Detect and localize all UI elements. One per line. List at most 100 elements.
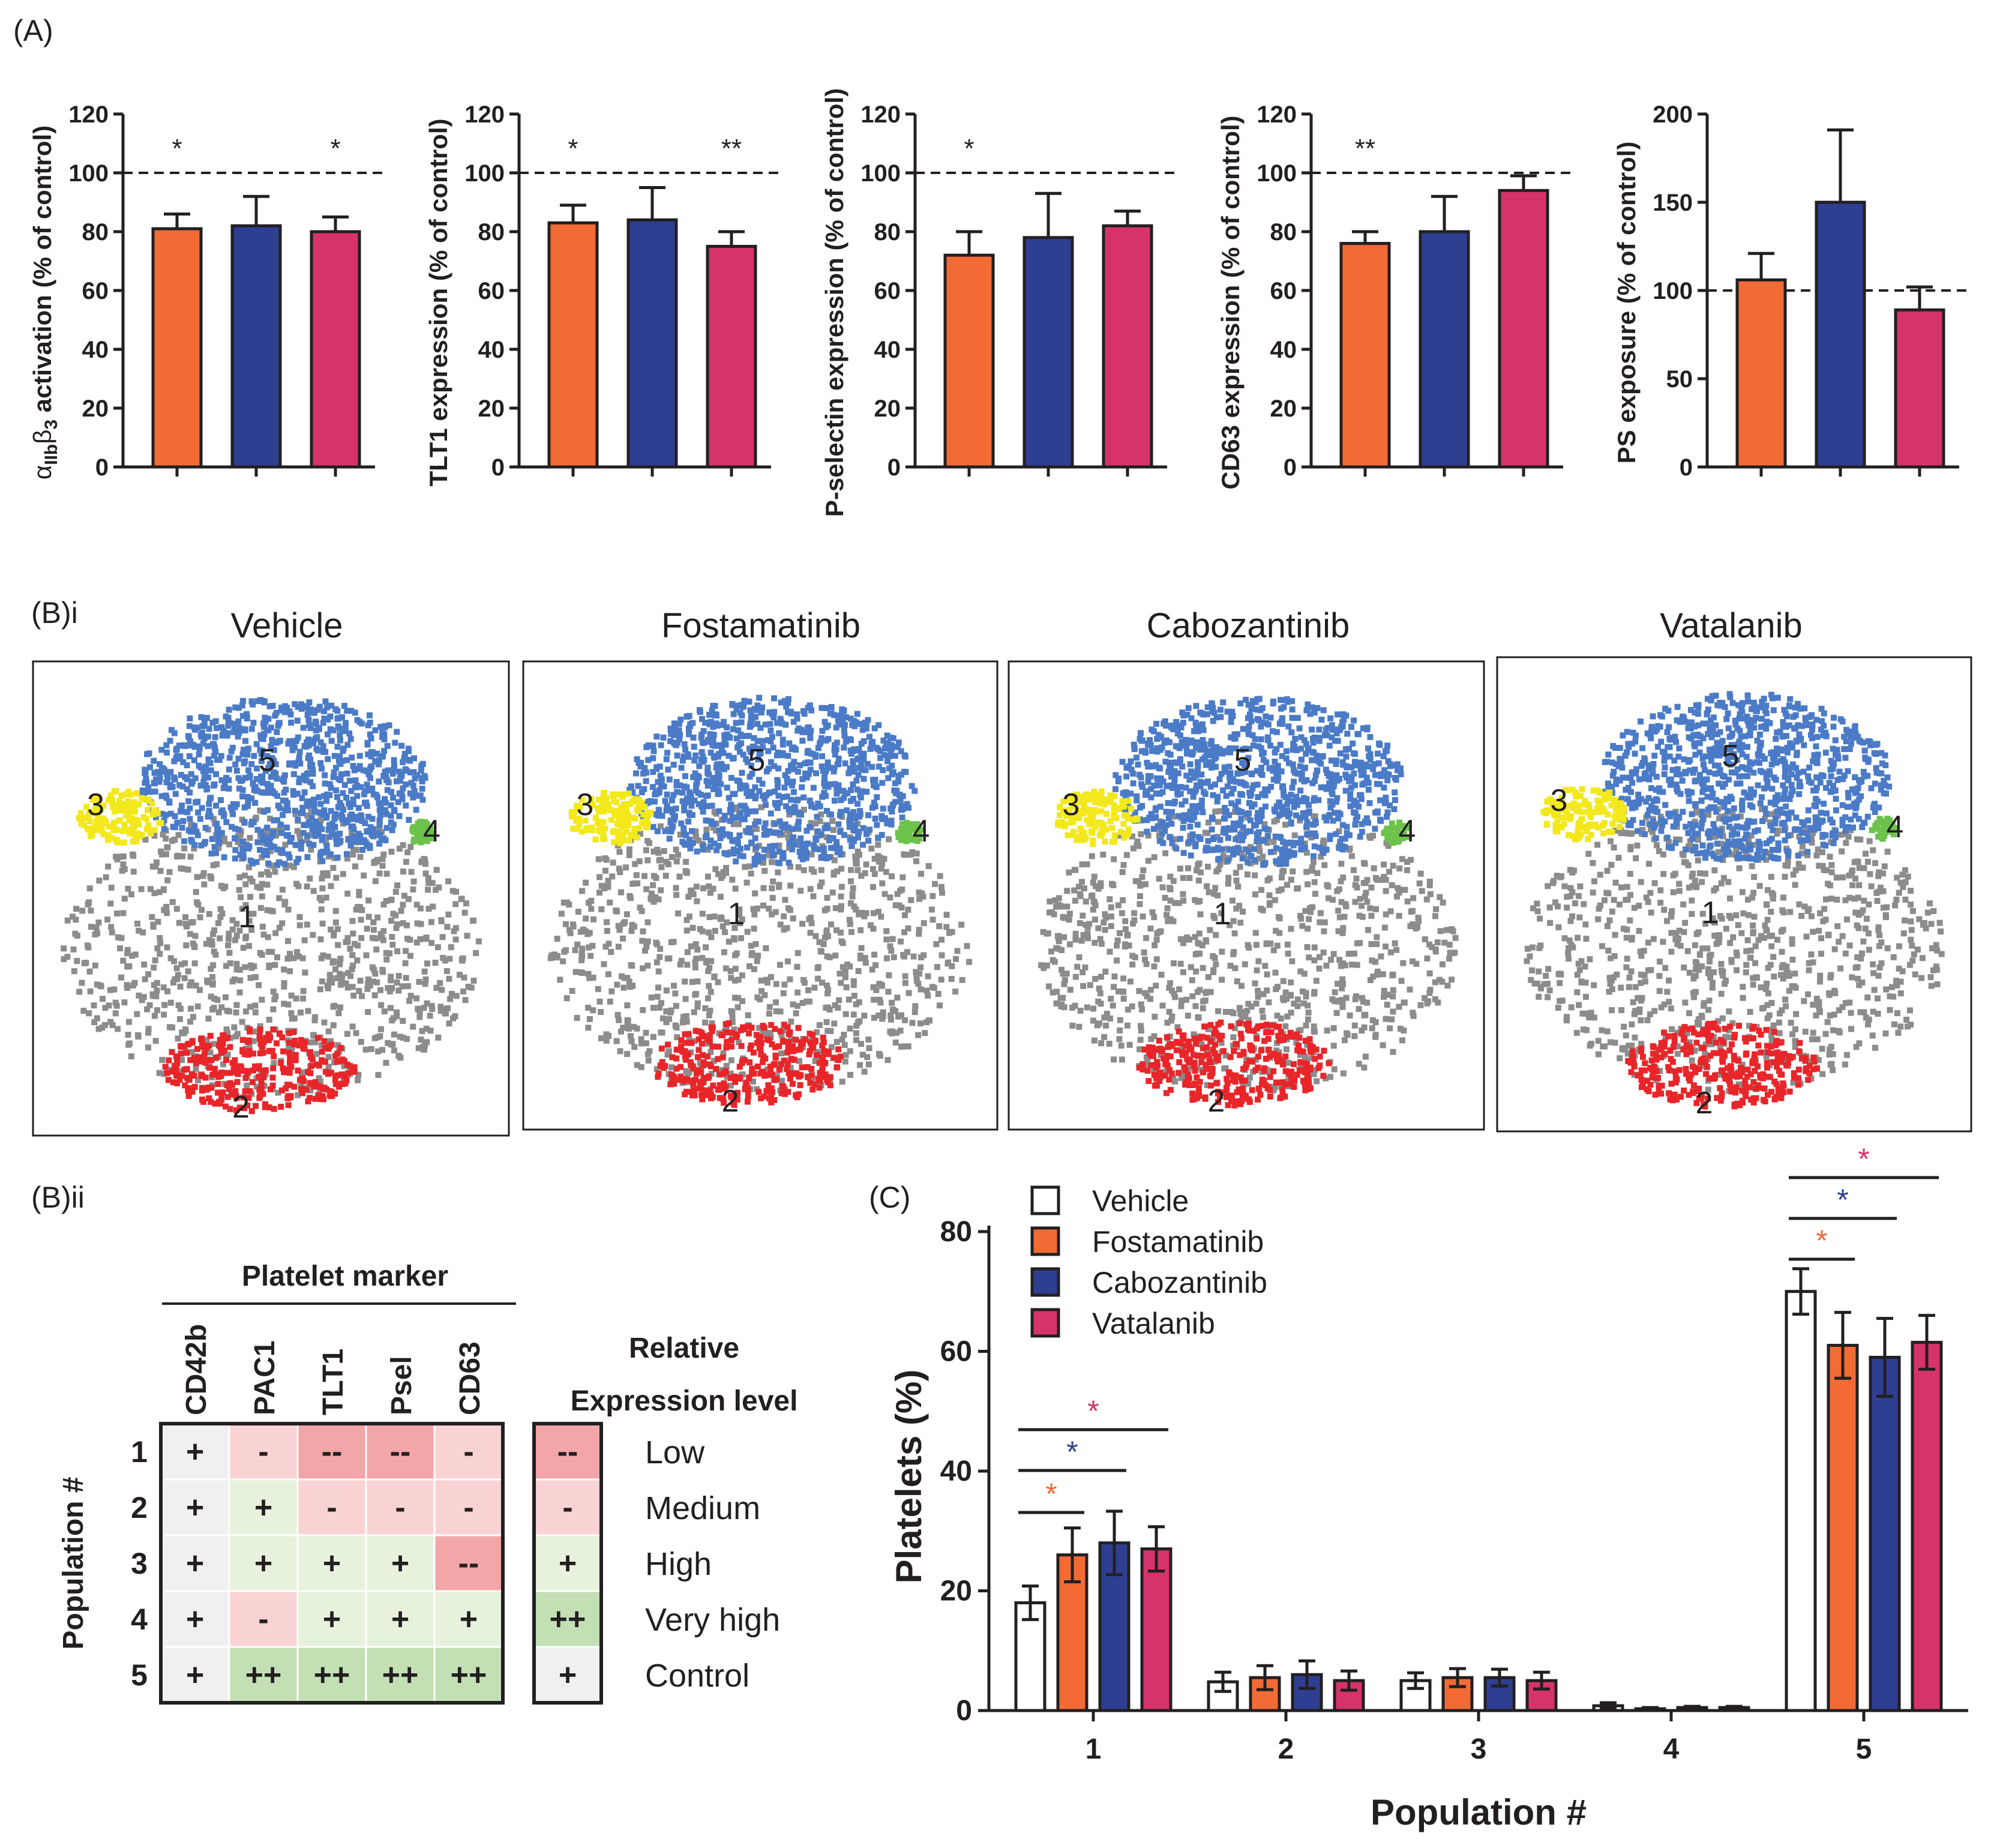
tsne-point-population-1 <box>256 982 262 989</box>
tsne-point-population-1 <box>1196 930 1203 937</box>
tsne-point-population-1 <box>646 1048 653 1055</box>
tsne-point-population-1 <box>73 906 80 912</box>
tsne-point-population-5 <box>422 775 428 781</box>
tsne-point-population-1 <box>602 944 609 950</box>
tsne-point-population-2 <box>267 1034 274 1041</box>
tsne-point-population-5 <box>156 769 163 776</box>
tsne-point-population-5 <box>176 781 183 788</box>
tsne-point-population-2 <box>795 1025 802 1031</box>
tsne-point-population-5 <box>381 748 388 754</box>
tsne-point-population-5 <box>796 725 802 732</box>
tsne-point-population-5 <box>850 836 856 843</box>
tsne-point-population-1 <box>177 1005 184 1012</box>
tsne-point-population-1 <box>810 1075 817 1082</box>
tsne-point-population-5 <box>860 775 867 782</box>
tsne-point-population-1 <box>691 1038 698 1044</box>
tsne-point-population-1 <box>1374 941 1380 947</box>
tsne-point-population-2 <box>287 1093 293 1100</box>
tsne-point-population-5 <box>187 742 194 748</box>
tsne-point-population-5 <box>728 801 734 808</box>
tsne-point-population-1 <box>738 935 745 942</box>
tsne-point-population-1 <box>699 910 706 917</box>
tsne-point-population-1 <box>287 968 293 975</box>
tsne-point-population-1 <box>155 918 161 925</box>
tsne-point-population-5 <box>850 809 857 816</box>
tsne-point-population-3 <box>618 808 625 815</box>
tsne-point-population-1 <box>187 931 193 938</box>
tsne-point-population-5 <box>698 803 705 810</box>
tsne-point-population-5 <box>332 823 338 830</box>
tsne-point-population-5 <box>756 788 763 795</box>
tsne-point-population-5 <box>374 794 381 801</box>
tsne-point-population-5 <box>770 744 776 751</box>
tsne-point-population-1 <box>357 978 364 984</box>
tsne-point-population-2 <box>695 1067 701 1074</box>
tsne-point-population-1 <box>325 953 331 960</box>
tsne-point-population-5 <box>884 820 890 826</box>
tsne-point-population-1 <box>1244 1008 1251 1014</box>
tsne-point-population-2 <box>673 1065 680 1072</box>
tsne-point-population-1 <box>208 993 214 1000</box>
tsne-point-population-1 <box>334 926 341 932</box>
tsne-point-population-1 <box>355 942 361 949</box>
tsne-point-population-5 <box>860 756 867 762</box>
tsne-point-population-5 <box>192 775 199 781</box>
tsne-point-population-3 <box>144 807 151 813</box>
tsne-point-population-1 <box>377 931 384 938</box>
tsne-point-population-1 <box>424 1000 430 1007</box>
tsne-point-population-5 <box>830 835 836 841</box>
tsne-point-population-1 <box>795 864 802 870</box>
tsne-point-population-1 <box>913 973 920 980</box>
tsne-point-population-4 <box>418 839 424 846</box>
tsne-point-population-5 <box>810 784 817 791</box>
tsne-point-population-2 <box>260 1074 267 1080</box>
tsne-point-population-1 <box>259 996 265 1003</box>
tsne-point-population-5 <box>376 831 383 838</box>
tsne-point-population-5 <box>709 778 716 784</box>
tsne-point-population-1 <box>113 853 119 860</box>
tsne-point-population-5 <box>736 778 742 784</box>
tsne-point-population-5 <box>657 772 664 779</box>
tsne-point-population-1 <box>878 861 885 867</box>
tsne-point-population-1 <box>756 1025 763 1031</box>
tsne-point-population-5 <box>292 701 298 708</box>
tsne-point-population-1 <box>650 873 657 879</box>
tsne-point-population-1 <box>620 920 627 927</box>
tsne-point-population-5 <box>306 752 313 759</box>
tsne-point-population-1 <box>149 913 155 920</box>
tsne-point-population-3 <box>618 792 625 798</box>
tsne-point-population-1 <box>405 983 412 990</box>
tsne-point-population-2 <box>343 1077 350 1083</box>
tsne-point-population-1 <box>139 997 145 1004</box>
tsne-point-population-1 <box>585 1025 592 1031</box>
tsne-point-population-5 <box>699 739 706 745</box>
tsne-point-population-2 <box>284 1082 290 1088</box>
tsne-point-population-1 <box>236 927 243 934</box>
tsne-point-population-5 <box>394 729 400 735</box>
tsne-point-population-1 <box>91 1019 98 1026</box>
y-tick-label: 0 <box>1284 454 1297 481</box>
tsne-point-population-1 <box>628 1038 635 1044</box>
tsne-point-population-5 <box>854 834 861 841</box>
tsne-point-population-3 <box>615 833 622 840</box>
tsne-point-population-1 <box>269 908 276 915</box>
tsne-point-population-5 <box>233 768 240 774</box>
tsne-point-population-5 <box>272 770 279 777</box>
tsne-point-population-3 <box>623 828 630 835</box>
tsne-point-population-1 <box>958 921 965 928</box>
tsne-point-population-1 <box>800 807 807 813</box>
tsne-point-population-1 <box>937 873 943 879</box>
tsne-point-population-3 <box>619 813 625 819</box>
tsne-point-population-5 <box>290 788 296 795</box>
tsne-point-population-5 <box>271 747 277 753</box>
tsne-point-population-5 <box>317 801 324 807</box>
tsne-point-population-2 <box>239 1048 246 1055</box>
tsne-point-population-5 <box>403 781 409 788</box>
tsne-point-population-5 <box>667 817 674 824</box>
tsne-point-population-1 <box>1434 939 1441 946</box>
tsne-point-population-1 <box>312 1039 319 1046</box>
tsne-point-population-5 <box>681 804 688 811</box>
tsne-point-population-1 <box>99 996 106 1002</box>
tsne-point-population-1 <box>643 847 649 853</box>
tsne-point-population-1 <box>766 905 772 912</box>
